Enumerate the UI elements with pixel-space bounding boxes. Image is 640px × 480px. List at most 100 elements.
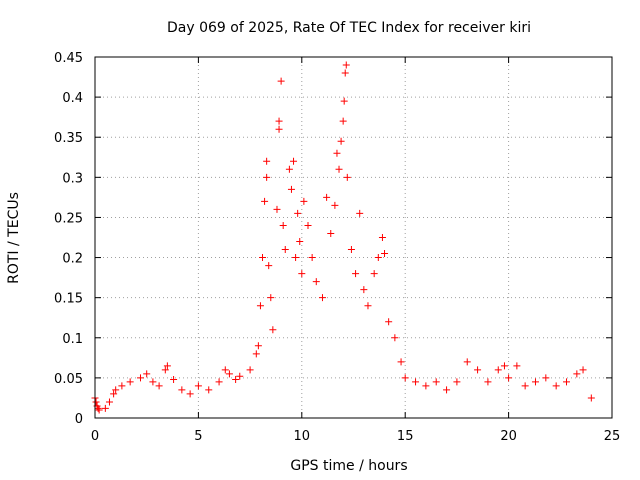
x-tick-label: 0 [91,429,99,444]
data-point [352,270,360,278]
chart-title: Day 069 of 2025, Rate Of TEC Index for r… [167,20,531,36]
data-point [294,209,302,217]
data-point [563,378,571,386]
data-point [287,185,295,193]
x-axis-title: GPS time / hours [290,458,407,474]
data-point [443,386,451,394]
data-point [385,318,393,326]
data-point [292,254,300,262]
data-point [155,382,163,390]
y-axis-ticks: 0 0.05 0.1 0.15 0.2 0.25 0.3 0.35 0.4 0.45 [54,51,612,427]
data-point [252,350,260,358]
data-point [275,117,283,125]
data-point [170,375,178,383]
data-point [463,358,471,366]
x-axis-ticks: 0 5 10 15 20 25 [91,57,620,444]
y-tick-label: 0.2 [62,252,83,267]
data-point [339,117,347,125]
data-point [273,205,281,213]
data-point [331,201,339,209]
data-point [391,334,399,342]
data-point [112,386,120,394]
y-tick-label: 0.45 [54,51,83,66]
data-point [205,386,213,394]
data-point [505,374,513,382]
data-point [494,366,502,374]
data-point [285,165,293,173]
y-tick-label: 0 [75,412,83,427]
data-point [327,229,335,237]
data-point [337,137,345,145]
x-tick-label: 25 [604,429,621,444]
data-point [163,362,171,370]
data-point [587,394,595,402]
data-point [500,362,508,370]
data-point [94,404,102,412]
x-tick-label: 5 [194,429,202,444]
data-point [254,342,262,350]
data-point [186,390,194,398]
grid [95,57,612,418]
x-tick-label: 20 [500,429,517,444]
data-point [263,157,271,165]
data-point [136,374,144,382]
y-tick-label: 0.05 [54,372,83,387]
data-point [279,221,287,229]
data-point [265,262,273,270]
data-point [126,378,134,386]
data-point [364,302,372,310]
data-point [143,370,151,378]
scatter-points [91,61,595,414]
data-point [323,193,331,201]
data-point [118,382,126,390]
data-point [422,382,430,390]
data-point [356,209,364,217]
data-point [333,149,341,157]
data-point [194,382,202,390]
data-point [290,157,298,165]
data-point [246,366,254,374]
y-tick-label: 0.4 [62,91,83,106]
data-point [110,390,118,398]
y-axis-title: ROTI / TECUs [6,192,22,284]
data-point [225,370,233,378]
plot-frame [94,56,613,419]
data-point [374,254,382,262]
data-point [360,286,368,294]
y-tick-label: 0.1 [62,332,83,347]
data-point [308,254,316,262]
data-point [161,366,169,374]
data-point [474,366,482,374]
data-point [453,378,461,386]
data-point [267,294,275,302]
data-point [401,374,409,382]
x-tick-label: 10 [294,429,311,444]
data-point [298,270,306,278]
data-point [513,362,521,370]
data-point [432,378,440,386]
data-point [304,221,312,229]
data-point [341,69,349,77]
y-tick-label: 0.35 [54,131,83,146]
data-point [340,97,348,105]
data-point [397,358,405,366]
y-tick-label: 0.15 [54,292,83,307]
data-point [412,378,420,386]
data-point [579,366,587,374]
data-point [347,246,355,254]
data-point [300,197,308,205]
data-point [232,375,240,383]
data-point [542,374,550,382]
data-point [101,404,109,412]
data-point [378,234,386,241]
data-point [484,378,492,386]
y-tick-label: 0.25 [54,211,83,226]
data-point [296,238,304,246]
data-point [215,378,223,386]
data-point [256,302,264,310]
data-point [275,125,283,133]
data-point [281,246,289,254]
data-point [318,294,326,302]
data-point [312,278,320,286]
